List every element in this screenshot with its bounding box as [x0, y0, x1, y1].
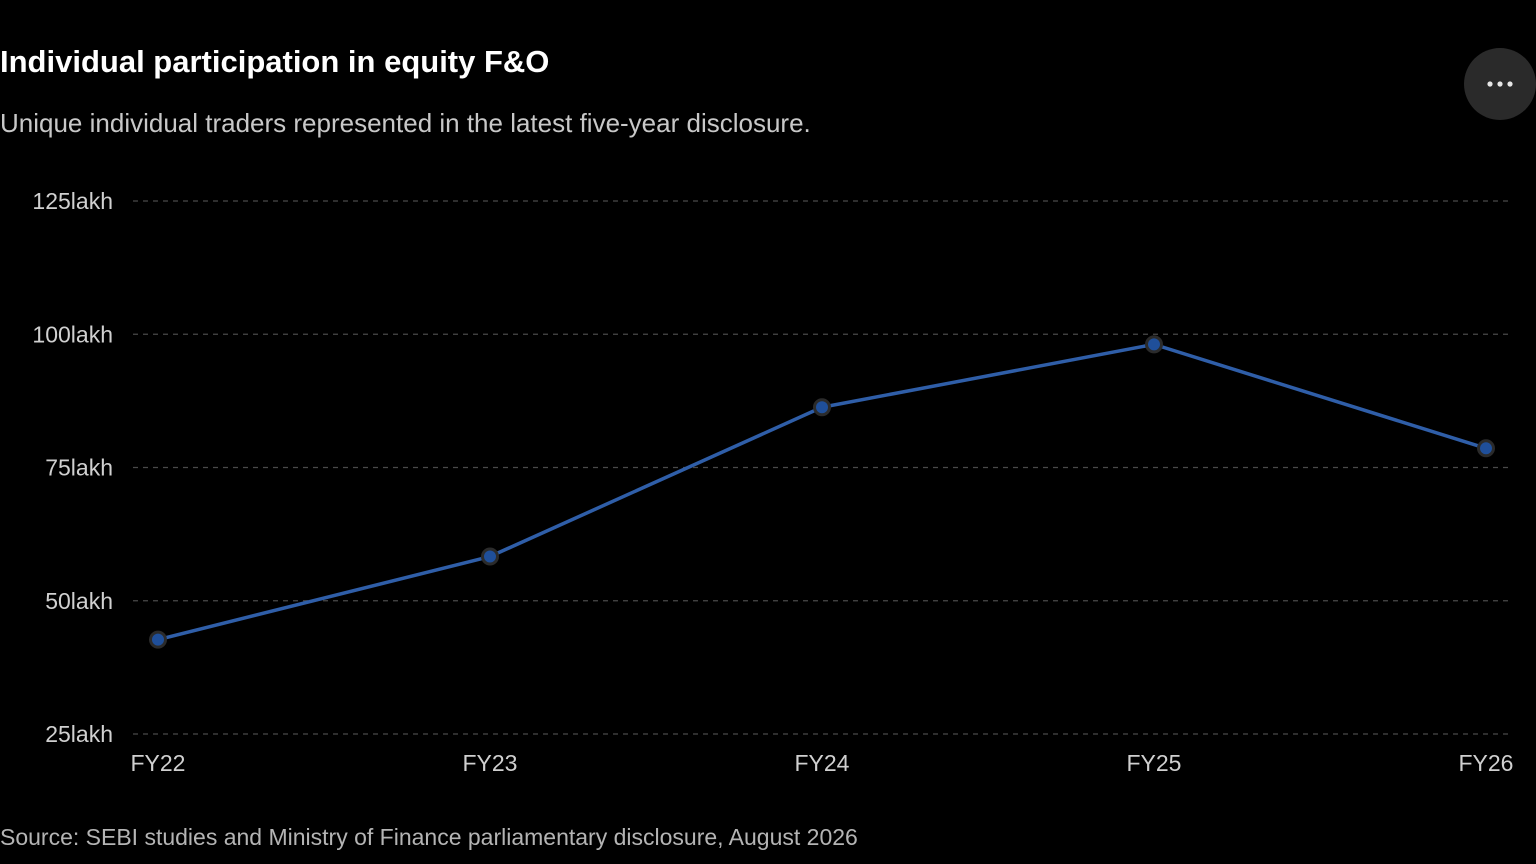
- data-markers: [149, 335, 1495, 649]
- series-line-group: [156, 342, 1488, 642]
- data-point[interactable]: [1145, 335, 1163, 354]
- data-point[interactable]: [149, 630, 167, 649]
- data-point[interactable]: [481, 547, 499, 566]
- data-point[interactable]: [813, 398, 831, 417]
- x-axis-labels: FY22 FY23 FY24 FY25 FY26: [131, 750, 1514, 776]
- x-tick-label: FY23: [463, 750, 518, 776]
- y-tick-label: 100lakh: [32, 321, 113, 347]
- x-tick-label: FY26: [1459, 750, 1514, 776]
- y-axis-labels: 25lakh 50lakh 75lakh 100lakh 125lakh: [32, 188, 113, 747]
- chart-title: Individual participation in equity F&O: [0, 44, 550, 79]
- x-tick-label: FY22: [131, 750, 186, 776]
- gridlines: [133, 200, 1508, 735]
- more-options-button[interactable]: [1464, 48, 1536, 120]
- more-horizontal-icon: [1487, 81, 1513, 87]
- y-tick-label: 75lakh: [45, 455, 113, 481]
- y-tick-label: 50lakh: [45, 588, 113, 614]
- y-tick-label: 125lakh: [32, 188, 113, 214]
- series-line: [156, 342, 1488, 642]
- y-tick-label: 25lakh: [45, 721, 113, 747]
- source-note: Source: SEBI studies and Ministry of Fin…: [0, 824, 858, 850]
- data-point[interactable]: [1477, 439, 1495, 458]
- x-tick-label: FY25: [1127, 750, 1182, 776]
- chart-subtitle: Unique individual traders represented in…: [0, 108, 811, 138]
- x-tick-label: FY24: [795, 750, 850, 776]
